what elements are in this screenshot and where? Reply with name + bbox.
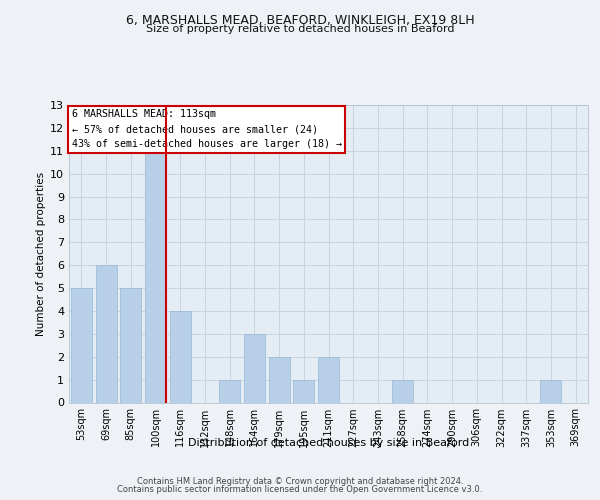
Bar [145, 151, 166, 403]
Bar [120, 288, 141, 403]
Text: Contains HM Land Registry data © Crown copyright and database right 2024.: Contains HM Land Registry data © Crown c… [137, 476, 463, 486]
Bar [95, 265, 116, 402]
Text: 6, MARSHALLS MEAD, BEAFORD, WINKLEIGH, EX19 8LH: 6, MARSHALLS MEAD, BEAFORD, WINKLEIGH, E… [125, 14, 475, 27]
Bar [170, 311, 191, 402]
Y-axis label: Number of detached properties: Number of detached properties [36, 172, 46, 336]
Bar [293, 380, 314, 402]
Bar [318, 356, 339, 403]
Bar [392, 380, 413, 402]
Text: 6 MARSHALLS MEAD: 113sqm
← 57% of detached houses are smaller (24)
43% of semi-d: 6 MARSHALLS MEAD: 113sqm ← 57% of detach… [71, 110, 341, 149]
Bar [219, 380, 240, 402]
Bar [71, 288, 92, 403]
Text: Size of property relative to detached houses in Beaford: Size of property relative to detached ho… [146, 24, 454, 34]
Bar [244, 334, 265, 402]
Text: Distribution of detached houses by size in Beaford: Distribution of detached houses by size … [188, 438, 469, 448]
Text: Contains public sector information licensed under the Open Government Licence v3: Contains public sector information licen… [118, 486, 482, 494]
Bar [269, 356, 290, 403]
Bar [541, 380, 562, 402]
